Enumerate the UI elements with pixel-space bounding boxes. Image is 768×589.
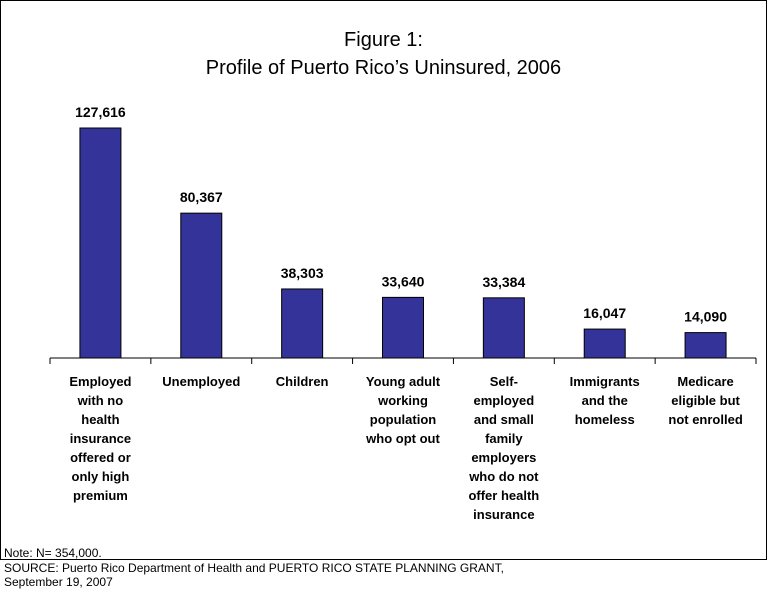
bar-value-label: 14,090: [684, 309, 727, 325]
bar-value-label: 38,303: [281, 265, 324, 281]
category-label: Self-employed and small family employers who…: [468, 374, 539, 522]
chart-title-line-2: Profile of Puerto Rico’s Uninsured, 2006: [205, 57, 562, 79]
category-label: Immigrants and the homeless: [570, 374, 640, 427]
chart-title-line-1: Figure 1:: [344, 29, 423, 51]
category-label: Unemployed: [162, 374, 240, 389]
bar: [684, 332, 727, 359]
bar-value-label: 80,367: [180, 189, 223, 205]
bar-value-label: 33,640: [382, 273, 425, 289]
category-label: Children: [276, 374, 329, 389]
chart-frame: [0, 0, 767, 560]
category-label: Young adult working population who opt out: [365, 374, 441, 446]
category-label: Medicare eligible but not enrolled: [668, 374, 742, 427]
chart-note: Note: N= 354,000.: [4, 546, 102, 560]
bar: [482, 297, 525, 359]
bar-value-label: 33,384: [482, 274, 525, 290]
bar-chart: 127,616 Employed with no health insurance off…: [49, 104, 757, 522]
bar: [281, 288, 324, 359]
bar: [180, 212, 223, 359]
bar-value-label: 127,616: [75, 104, 126, 120]
bar: [382, 296, 424, 359]
bar: [79, 127, 122, 359]
chart-source-line-1: SOURCE: Puerto Rico Department of Health…: [4, 561, 504, 575]
chart-source-line-2: September 19, 2007: [4, 575, 113, 589]
bar-value-label: 16,047: [583, 305, 626, 321]
category-label: Employed with no health insurance offered or…: [69, 374, 131, 503]
bar: [583, 328, 626, 359]
